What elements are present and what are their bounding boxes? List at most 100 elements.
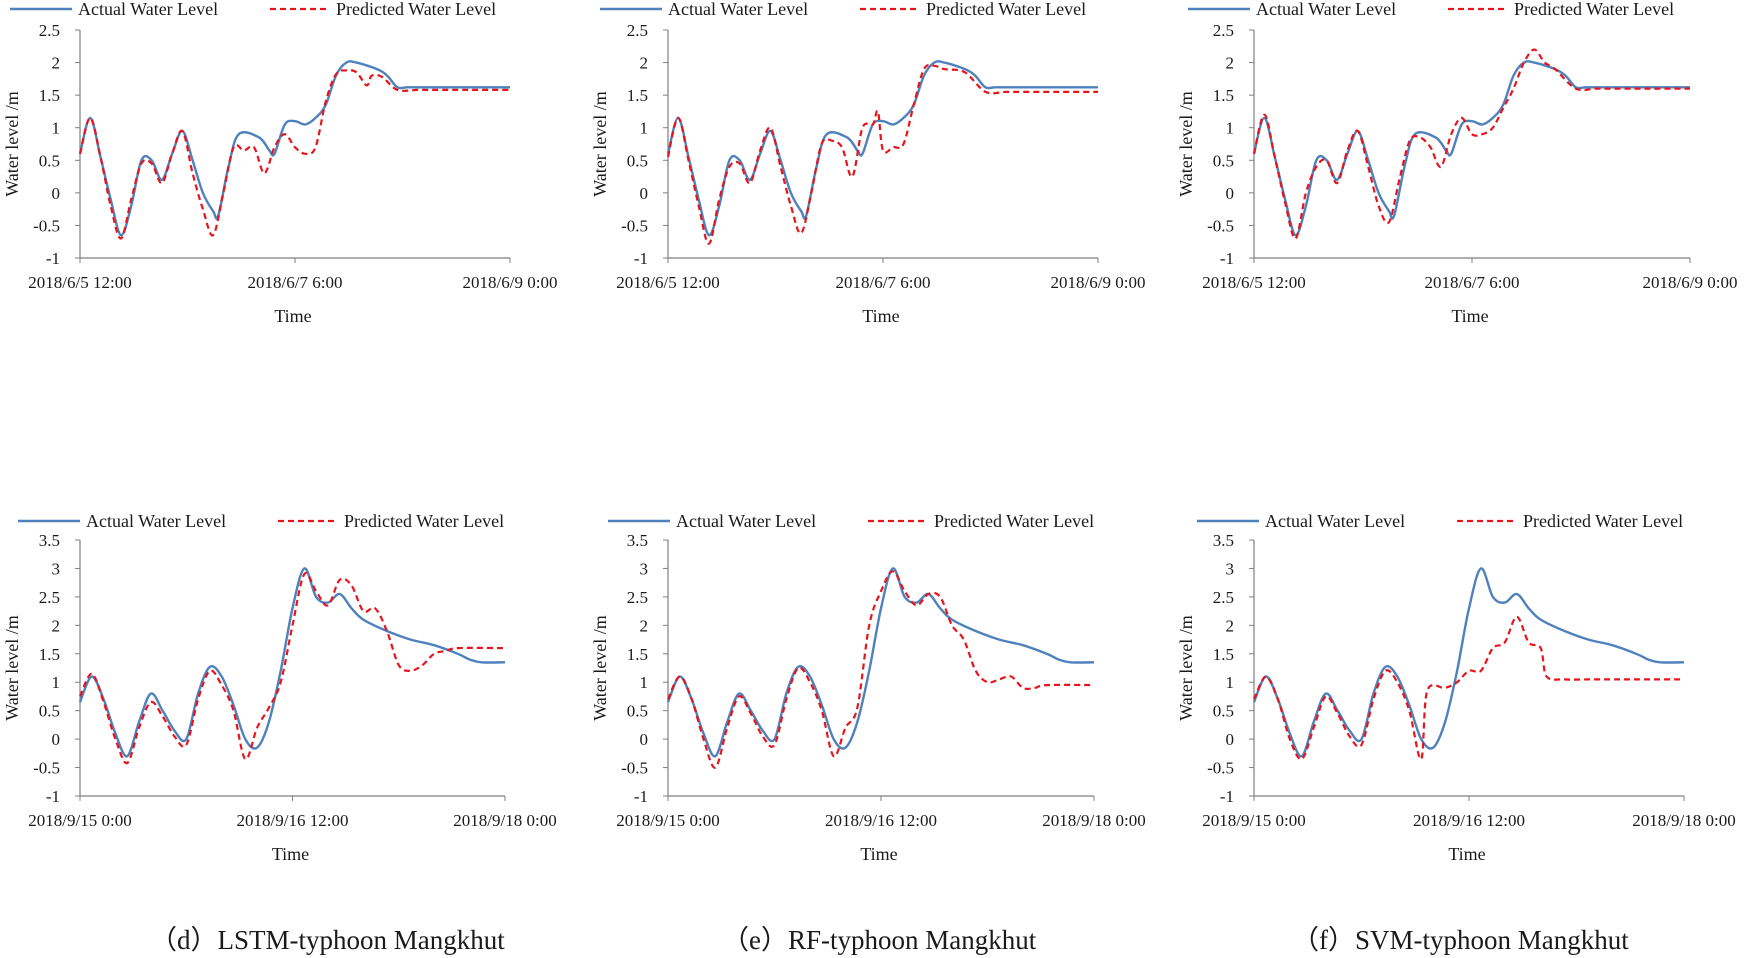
y-axis-title: Water level /m — [2, 91, 22, 197]
y-tick-label: 2 — [52, 616, 61, 635]
y-tick-label: -0.5 — [33, 759, 60, 778]
x-tick-label: 2018/9/16 12:00 — [237, 811, 349, 830]
actual-water-level-line — [1252, 60, 1690, 237]
actual-water-level-line — [78, 60, 510, 237]
y-tick-label: 1 — [52, 673, 61, 692]
y-tick-label: 0 — [640, 730, 649, 749]
y-tick-label: 0.5 — [39, 702, 60, 721]
x-tick-label: 2018/9/16 12:00 — [1413, 811, 1525, 830]
y-axis-title: Water level /m — [590, 615, 610, 721]
x-tick-label: 2018/6/5 12:00 — [28, 273, 131, 292]
legend-label-predicted: Predicted Water Level — [336, 0, 496, 19]
y-tick-label: 1.5 — [1213, 86, 1234, 105]
legend-label-actual: Actual Water Level — [676, 511, 816, 531]
y-tick-label: -0.5 — [621, 759, 648, 778]
y-tick-label: 0 — [52, 730, 61, 749]
y-tick-label: -1 — [1220, 787, 1234, 806]
x-tick-label: 2018/6/9 0:00 — [1051, 273, 1146, 292]
y-tick-label: 0 — [640, 184, 649, 203]
x-tick-label: 2018/9/15 0:00 — [616, 811, 719, 830]
y-tick-label: 1.5 — [627, 86, 648, 105]
predicted-water-level-line — [667, 570, 1095, 769]
y-tick-label: 0.5 — [39, 151, 60, 170]
y-tick-label: 1 — [1226, 673, 1235, 692]
y-tick-label: 1 — [640, 119, 649, 138]
y-tick-label: 1 — [1226, 119, 1235, 138]
x-axis-title: Time — [860, 844, 897, 864]
predicted-water-level-line — [1253, 615, 1684, 761]
legend-label-predicted: Predicted Water Level — [344, 511, 504, 531]
chart-panel-5: -1 -0.5 0 0.5 1 1.5 2 2.5 3 3.5 2018/9/15 0:00 2018… — [590, 511, 1146, 864]
x-tick-label: 2018/6/9 0:00 — [463, 273, 558, 292]
y-tick-label: 2.5 — [39, 21, 60, 40]
y-tick-label: 1 — [52, 119, 61, 138]
caption-3: （f）SVM-typhoon Mangkhut — [1292, 925, 1629, 955]
legend-label-actual: Actual Water Level — [78, 0, 218, 19]
chart-panel-4: -1 -0.5 0 0.5 1 1.5 2 2.5 3 3.5 2018/9/15 0:00 2018… — [2, 511, 557, 864]
x-tick-label: 2018/9/15 0:00 — [28, 811, 131, 830]
y-tick-label: 2 — [1226, 54, 1235, 73]
y-tick-label: 2.5 — [1213, 21, 1234, 40]
x-tick-label: 2018/9/18 0:00 — [1042, 811, 1145, 830]
y-tick-label: 3.5 — [1213, 531, 1234, 550]
y-tick-label: -0.5 — [1207, 216, 1234, 235]
x-axis-title: Time — [1448, 844, 1485, 864]
x-tick-label: 2018/9/18 0:00 — [1632, 811, 1735, 830]
legend-label-predicted: Predicted Water Level — [1514, 0, 1674, 19]
y-tick-label: 0.5 — [627, 151, 648, 170]
y-axis-title: Water level /m — [590, 91, 610, 197]
y-tick-label: 2.5 — [627, 21, 648, 40]
chart-panel-6: -1 -0.5 0 0.5 1 1.5 2 2.5 3 3.5 2018/9/15 0:00 2018… — [1176, 511, 1736, 864]
y-tick-label: 1.5 — [39, 86, 60, 105]
y-tick-label: -1 — [634, 249, 648, 268]
y-axis-title: Water level /m — [1176, 615, 1196, 721]
chart-panel-2: -1 -0.5 0 0.5 1 1.5 2 2.5 2018/6/5 12:00 2018/6/7… — [590, 0, 1145, 326]
y-tick-label: -1 — [46, 249, 60, 268]
y-tick-label: -1 — [634, 787, 648, 806]
y-tick-label: 3 — [52, 559, 61, 578]
actual-water-level-line — [78, 567, 506, 758]
x-tick-label: 2018/9/18 0:00 — [453, 811, 556, 830]
caption-2: （e）RF-typhoon Mangkhut — [722, 925, 1037, 955]
predicted-water-level-line — [78, 69, 510, 240]
y-tick-label: 0.5 — [1213, 151, 1234, 170]
legend-label-predicted: Predicted Water Level — [934, 511, 1094, 531]
y-tick-label: -1 — [1220, 249, 1234, 268]
y-tick-label: 2.5 — [1213, 588, 1234, 607]
y-tick-label: 2 — [52, 54, 61, 73]
x-tick-label: 2018/6/9 0:00 — [1643, 273, 1738, 292]
y-tick-label: 3.5 — [627, 531, 648, 550]
legend-label-actual: Actual Water Level — [1256, 0, 1396, 19]
x-tick-label: 2018/6/7 6:00 — [1425, 273, 1520, 292]
y-tick-label: 0 — [1226, 730, 1235, 749]
x-tick-label: 2018/6/7 6:00 — [248, 273, 343, 292]
legend-label-actual: Actual Water Level — [1265, 511, 1405, 531]
x-axis-title: Time — [1451, 306, 1488, 326]
y-tick-label: -0.5 — [1207, 759, 1234, 778]
y-axis-title: Water level /m — [2, 615, 22, 721]
predicted-water-level-line — [1252, 48, 1690, 240]
y-tick-label: 1.5 — [39, 645, 60, 664]
x-axis-title: Time — [272, 844, 309, 864]
chart-panel-3: -1 -0.5 0 0.5 1 1.5 2 2.5 2018/6/5 12:00 2018/6/7… — [1176, 0, 1737, 326]
x-axis-title: Time — [274, 306, 311, 326]
y-tick-label: 0 — [52, 184, 61, 203]
y-tick-label: 2 — [640, 54, 649, 73]
x-tick-label: 2018/9/16 12:00 — [825, 811, 937, 830]
y-tick-label: 2 — [640, 616, 649, 635]
legend-label-actual: Actual Water Level — [668, 0, 808, 19]
actual-water-level-line — [666, 567, 1095, 758]
x-tick-label: 2018/6/7 6:00 — [836, 273, 931, 292]
y-tick-label: -1 — [46, 787, 60, 806]
y-tick-label: 2.5 — [39, 588, 60, 607]
y-tick-label: 3 — [1226, 559, 1235, 578]
y-tick-label: 0 — [1226, 184, 1235, 203]
y-axis-title: Water level /m — [1176, 91, 1196, 197]
x-tick-label: 2018/6/5 12:00 — [616, 273, 719, 292]
y-tick-label: -0.5 — [621, 216, 648, 235]
x-axis-title: Time — [862, 306, 899, 326]
legend-label-actual: Actual Water Level — [86, 511, 226, 531]
y-tick-label: 1 — [640, 673, 649, 692]
y-tick-label: 3.5 — [39, 531, 60, 550]
